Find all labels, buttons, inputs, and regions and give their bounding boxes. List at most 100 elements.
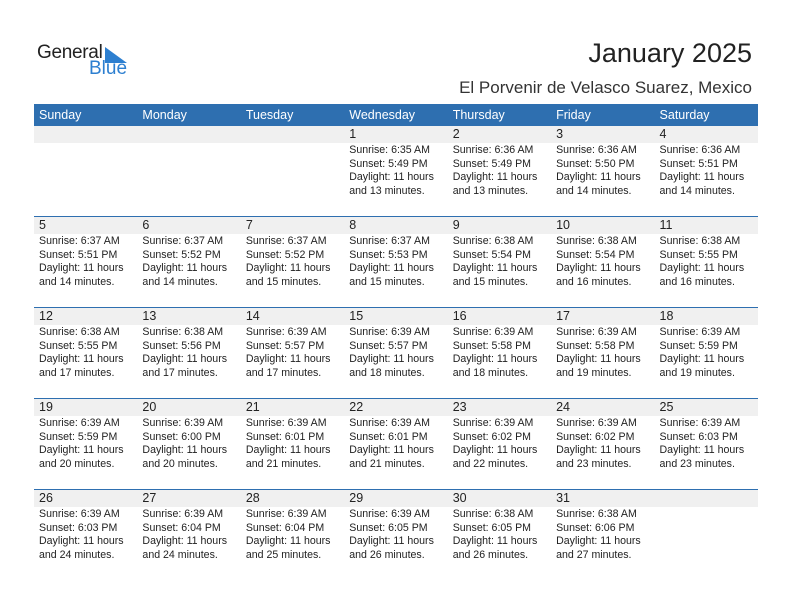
daylight-minutes: and 16 minutes. — [659, 275, 735, 288]
sunset-time: Sunset: 5:53 PM — [349, 248, 428, 261]
logo-text-general: General — [37, 42, 103, 63]
day-number: 16 — [452, 309, 467, 323]
daylight-minutes: and 19 minutes. — [556, 366, 632, 379]
empty-day-cell — [137, 126, 240, 216]
sunset-time: Sunset: 5:51 PM — [39, 248, 118, 261]
daylight-hours: Daylight: 11 hours — [659, 262, 745, 274]
logo-text-blue: Blue — [89, 58, 128, 79]
day-number: 3 — [556, 127, 564, 141]
sunrise-time: Sunrise: 6:38 AM — [39, 326, 120, 338]
day-number: 27 — [142, 491, 157, 505]
daylight-minutes: and 14 minutes. — [556, 184, 632, 197]
weekday-sunday: Sunday — [39, 108, 82, 122]
daylight-minutes: and 21 minutes. — [245, 457, 322, 470]
sunset-time: Sunset: 5:54 PM — [556, 248, 635, 261]
day-info: Sunrise: 6:35 AM Sunset: 5:49 PM Daylight:… — [349, 144, 447, 198]
sunrise-time: Sunrise: 6:39 AM — [452, 326, 534, 338]
day-number: 2 — [452, 127, 460, 141]
day-number: 24 — [556, 400, 571, 414]
week-row: 12 Sunrise: 6:38 AM Sunset: 5:55 PM Dayligh… — [34, 307, 758, 398]
sunrise-time: Sunrise: 6:38 AM — [142, 326, 224, 338]
day-info: Sunrise: 6:39 AM Sunset: 6:02 PM Daylight:… — [556, 417, 654, 471]
day-info: Sunrise: 6:38 AM Sunset: 5:55 PM Daylight:… — [660, 235, 758, 289]
sunset-time: Sunset: 6:01 PM — [349, 430, 428, 443]
daylight-hours: Daylight: 11 hours — [659, 444, 745, 456]
daylight-minutes: and 13 minutes. — [452, 184, 529, 197]
daylight-hours: Daylight: 11 hours — [452, 262, 538, 274]
sunset-time: Sunset: 6:02 PM — [556, 430, 635, 443]
daylight-hours: Daylight: 11 hours — [556, 444, 641, 456]
sunset-time: Sunset: 6:04 PM — [142, 521, 221, 534]
day-number: 14 — [245, 309, 260, 323]
day-number: 6 — [142, 218, 150, 232]
sunrise-time: Sunrise: 6:37 AM — [39, 235, 120, 247]
daylight-hours: Daylight: 11 hours — [39, 262, 124, 274]
daylight-minutes: and 26 minutes. — [349, 548, 425, 561]
day-info: Sunrise: 6:39 AM Sunset: 6:04 PM Daylight:… — [142, 508, 240, 562]
sunrise-time: Sunrise: 6:37 AM — [245, 235, 327, 247]
day-info: Sunrise: 6:37 AM Sunset: 5:52 PM Daylight:… — [246, 235, 344, 289]
day-info: Sunrise: 6:39 AM Sunset: 6:05 PM Daylight:… — [349, 508, 447, 562]
day-info: Sunrise: 6:39 AM Sunset: 6:01 PM Daylight:… — [246, 417, 344, 471]
day-info: Sunrise: 6:39 AM Sunset: 5:57 PM Daylight:… — [246, 326, 344, 380]
daylight-minutes: and 26 minutes. — [452, 548, 529, 561]
daylight-minutes: and 14 minutes. — [142, 275, 218, 288]
daylight-hours: Daylight: 11 hours — [556, 353, 641, 365]
daylight-minutes: and 18 minutes. — [452, 366, 529, 379]
daylight-hours: Daylight: 11 hours — [452, 535, 538, 547]
daylight-minutes: and 17 minutes. — [142, 366, 218, 379]
daylight-minutes: and 15 minutes. — [245, 275, 322, 288]
day-info: Sunrise: 6:38 AM Sunset: 5:55 PM Daylight:… — [39, 326, 137, 380]
daylight-hours: Daylight: 11 hours — [556, 171, 641, 183]
daylight-hours: Daylight: 11 hours — [142, 535, 228, 547]
day-cell: 10 Sunrise: 6:38 AM Sunset: 5:54 PM Dayligh… — [551, 217, 654, 307]
sunrise-time: Sunrise: 6:39 AM — [452, 417, 534, 429]
daylight-minutes: and 24 minutes. — [39, 548, 115, 561]
day-cell: 31 Sunrise: 6:38 AM Sunset: 6:06 PM Dayligh… — [551, 490, 654, 580]
day-cell: 12 Sunrise: 6:38 AM Sunset: 5:55 PM Dayligh… — [34, 308, 137, 398]
day-number: 19 — [39, 400, 53, 414]
location-subtitle: El Porvenir de Velasco Suarez, Mexico — [459, 78, 752, 97]
day-number: 28 — [245, 491, 260, 505]
day-info: Sunrise: 6:39 AM Sunset: 5:58 PM Daylight:… — [556, 326, 654, 380]
day-info: Sunrise: 6:37 AM Sunset: 5:52 PM Daylight:… — [142, 235, 240, 289]
day-cell: 5 Sunrise: 6:37 AM Sunset: 5:51 PM Daylight… — [34, 217, 137, 307]
week-row: 5 Sunrise: 6:37 AM Sunset: 5:51 PM Daylight… — [34, 216, 758, 307]
weekday-monday: Monday — [142, 108, 187, 122]
day-number: 26 — [39, 491, 53, 505]
sunset-time: Sunset: 5:51 PM — [659, 157, 738, 170]
daylight-minutes: and 13 minutes. — [349, 184, 425, 197]
daylight-hours: Daylight: 11 hours — [349, 444, 434, 456]
sunset-time: Sunset: 6:03 PM — [39, 521, 118, 534]
day-cell: 13 Sunrise: 6:38 AM Sunset: 5:56 PM Dayligh… — [137, 308, 240, 398]
sunset-time: Sunset: 5:56 PM — [142, 339, 221, 352]
daylight-minutes: and 23 minutes. — [556, 457, 632, 470]
daylight-hours: Daylight: 11 hours — [39, 353, 124, 365]
sunrise-time: Sunrise: 6:38 AM — [556, 235, 637, 247]
sunset-time: Sunset: 6:05 PM — [452, 521, 532, 534]
sunrise-time: Sunrise: 6:39 AM — [556, 417, 637, 429]
sunset-time: Sunset: 5:57 PM — [349, 339, 428, 352]
sunset-time: Sunset: 6:00 PM — [142, 430, 221, 443]
sunrise-time: Sunrise: 6:39 AM — [245, 417, 327, 429]
page-title: January 2025 — [588, 38, 752, 68]
day-number: 25 — [659, 400, 674, 414]
week-row: 19 Sunrise: 6:39 AM Sunset: 5:59 PM Dayligh… — [34, 398, 758, 489]
sunrise-time: Sunrise: 6:39 AM — [349, 508, 430, 520]
sunset-time: Sunset: 6:04 PM — [245, 521, 325, 534]
sunrise-time: Sunrise: 6:36 AM — [452, 144, 534, 156]
daylight-minutes: and 15 minutes. — [349, 275, 425, 288]
daylight-hours: Daylight: 11 hours — [349, 353, 434, 365]
sunset-time: Sunset: 5:49 PM — [349, 157, 428, 170]
day-cell: 3 Sunrise: 6:36 AM Sunset: 5:50 PM Daylight… — [551, 126, 654, 216]
sunrise-time: Sunrise: 6:37 AM — [349, 235, 430, 247]
daylight-minutes: and 17 minutes. — [39, 366, 115, 379]
day-number: 31 — [556, 491, 571, 505]
calendar-weeks: 1 Sunrise: 6:35 AM Sunset: 5:49 PM Daylight… — [34, 126, 758, 580]
date-band — [34, 308, 758, 325]
day-cell: 4 Sunrise: 6:36 AM Sunset: 5:51 PM Daylight… — [655, 126, 758, 216]
sunrise-time: Sunrise: 6:36 AM — [556, 144, 637, 156]
daylight-hours: Daylight: 11 hours — [142, 262, 228, 274]
weekday-wednesday: Wednesday — [349, 108, 416, 122]
sunrise-time: Sunrise: 6:38 AM — [452, 508, 534, 520]
